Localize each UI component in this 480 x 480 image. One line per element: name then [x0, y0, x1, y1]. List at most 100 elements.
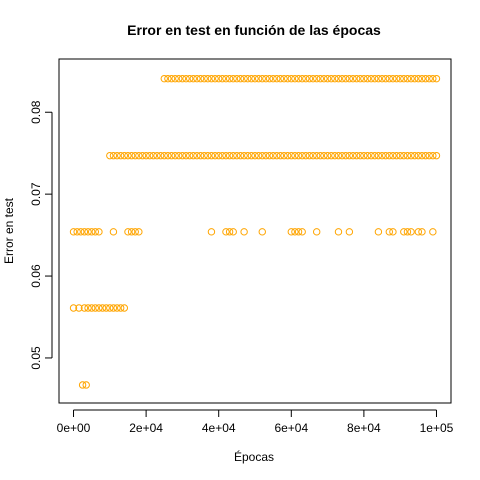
data-point: [345, 74, 354, 83]
data-point: [273, 151, 281, 160]
y-tick-label: 0.05: [29, 346, 43, 370]
data-point: [309, 151, 317, 160]
data-point: [229, 228, 237, 236]
data-point: [244, 151, 252, 160]
data-point: [302, 74, 310, 83]
data-point: [316, 74, 325, 83]
data-point: [403, 228, 412, 236]
data-point: [385, 151, 393, 160]
data-point: [338, 74, 346, 83]
data-point: [392, 74, 401, 83]
data-point: [425, 74, 433, 83]
data-point: [411, 74, 419, 83]
y-tick-label: 0.08: [29, 100, 43, 124]
x-tick-label: 1e+05: [420, 421, 454, 435]
data-point: [218, 74, 227, 83]
data-point: [215, 151, 223, 160]
data-point: [414, 74, 423, 83]
data-point: [291, 74, 299, 83]
data-point: [313, 74, 321, 83]
data-point: [294, 228, 303, 236]
data-point: [294, 151, 303, 160]
data-point: [374, 228, 383, 236]
data-point: [164, 151, 172, 160]
data-point: [146, 151, 154, 160]
data-point: [258, 151, 266, 160]
data-point: [160, 151, 168, 160]
data-point: [273, 74, 281, 83]
data-point: [280, 151, 288, 160]
data-point: [236, 151, 245, 160]
data-point: [352, 74, 361, 83]
data-point: [265, 151, 274, 160]
data-point: [135, 228, 143, 236]
data-point: [84, 304, 92, 312]
data-point: [269, 151, 277, 160]
data-point: [320, 74, 328, 83]
data-point: [262, 74, 270, 83]
data-point: [207, 228, 216, 236]
data-point: [331, 74, 339, 83]
data-point: [421, 74, 430, 83]
data-point: [73, 228, 81, 236]
data-point: [276, 74, 285, 83]
data-point: [218, 151, 227, 160]
data-point: [135, 151, 143, 160]
x-axis-label: Épocas: [234, 449, 274, 464]
data-point: [425, 151, 433, 160]
data-point: [385, 74, 393, 83]
data-point: [78, 381, 87, 389]
data-point: [360, 74, 368, 83]
data-point: [389, 228, 397, 236]
data-point: [240, 151, 248, 160]
data-point: [91, 228, 100, 236]
data-point: [131, 228, 139, 236]
data-point: [258, 74, 266, 83]
data-point: [418, 228, 426, 236]
data-point: [236, 74, 245, 83]
data-point: [363, 74, 372, 83]
data-point: [156, 151, 165, 160]
data-point: [429, 151, 437, 160]
data-point: [400, 228, 408, 236]
data-point: [334, 228, 343, 236]
data-point: [403, 151, 412, 160]
data-point: [262, 151, 270, 160]
data-point: [367, 151, 375, 160]
data-point: [287, 228, 295, 236]
data-point: [233, 74, 241, 83]
data-point: [363, 151, 372, 160]
data-point: [392, 151, 401, 160]
data-point: [283, 74, 292, 83]
data-point: [276, 151, 285, 160]
data-point: [175, 151, 183, 160]
data-point: [432, 74, 441, 83]
data-point: [82, 381, 90, 389]
data-point: [356, 151, 364, 160]
data-point: [95, 304, 103, 312]
data-point: [153, 151, 161, 160]
data-point: [222, 151, 230, 160]
data-point: [291, 151, 299, 160]
data-point: [182, 74, 190, 83]
data-point: [294, 74, 303, 83]
data-point: [378, 74, 386, 83]
data-point: [193, 151, 201, 160]
data-point: [211, 151, 219, 160]
data-point: [407, 74, 415, 83]
data-point: [367, 74, 375, 83]
data-point: [127, 228, 136, 236]
data-point: [342, 74, 350, 83]
data-point: [381, 151, 390, 160]
data-point: [222, 228, 230, 236]
data-point: [109, 151, 118, 160]
data-point: [149, 151, 158, 160]
data-point: [345, 151, 354, 160]
data-point: [185, 74, 194, 83]
data-point: [215, 74, 223, 83]
data-point: [323, 151, 332, 160]
data-point: [117, 304, 125, 312]
data-point: [338, 151, 346, 160]
data-point: [167, 151, 176, 160]
data-point: [316, 151, 325, 160]
